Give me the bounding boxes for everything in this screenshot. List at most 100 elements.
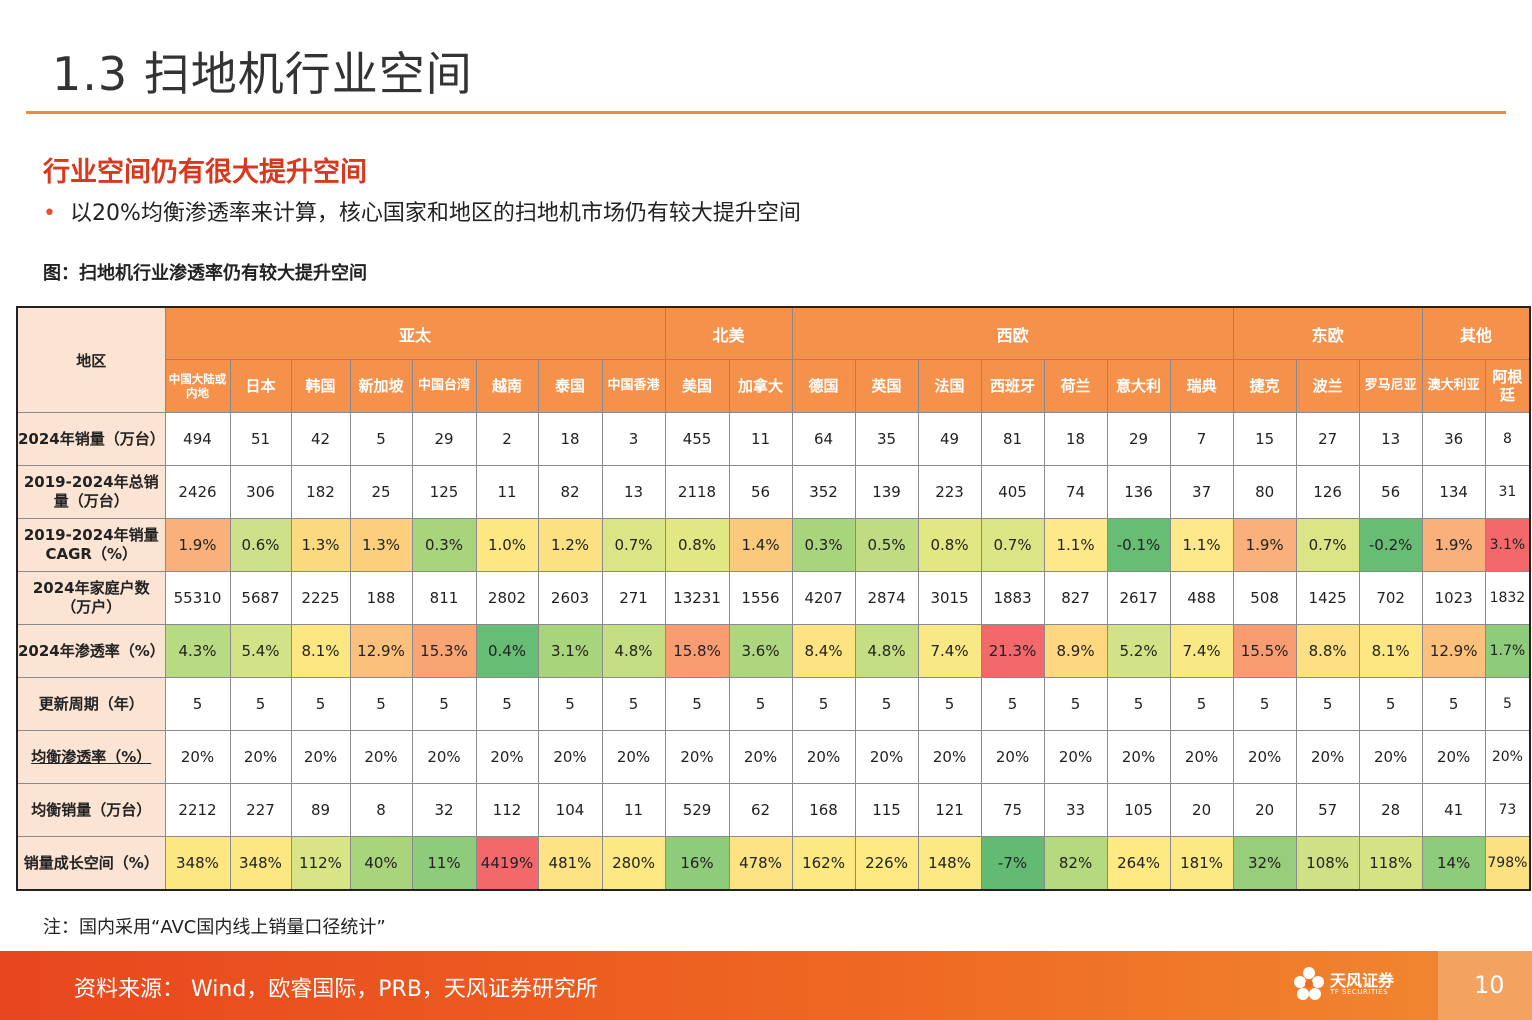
table-row: 更新周期（年） 5 5 5 5 5 5 5 5 5 5 5 5 5 5 5 5 5 5 5 5 5 5 [16, 677, 1531, 731]
table-cell: 1425 [1295, 571, 1360, 625]
table-cell: 405 [980, 465, 1045, 519]
section-subheading: 行业空间仍有很大提升空间 [43, 157, 367, 188]
table-cell: 20% [664, 730, 730, 784]
table-cell: 5 [1295, 677, 1360, 731]
table-cell: 5 [854, 677, 919, 731]
table-cell: 134 [1421, 465, 1486, 519]
table-cell: 5 [1421, 677, 1486, 731]
table-cell: 481% [537, 836, 603, 891]
row-label: 均衡销量（万台） [31, 800, 152, 819]
table-note: 注：国内采用“AVC国内线上销量口径统计” [43, 917, 386, 938]
table-cell: 2 [475, 412, 539, 466]
table-cell: 2225 [290, 571, 351, 625]
table-row: 2024年家庭户数（万户） 55310 5687 2225 188 811 2802 2603… [16, 571, 1531, 625]
table-cell: 0.3% [411, 518, 477, 572]
table-cell: 15.5% [1232, 624, 1297, 678]
table-cell: 3 [601, 412, 666, 466]
table-cell: 5 [980, 677, 1045, 731]
table-cell: 4.8% [854, 624, 919, 678]
table-cell: 20% [1358, 730, 1423, 784]
table-cell: 1.3% [349, 518, 413, 572]
table-cell: 13 [1358, 412, 1423, 466]
table-cell: 271 [601, 571, 666, 625]
table-cell: 1.1% [1043, 518, 1108, 572]
row-label: 2024年销量（万台） [18, 429, 165, 448]
table-cell: 8.8% [1295, 624, 1360, 678]
table-cell: 29 [411, 412, 477, 466]
table-cell: 5 [601, 677, 666, 731]
table-cell: 136 [1106, 465, 1171, 519]
table-cell: 1.1% [1169, 518, 1234, 572]
table-cell: 4.3% [164, 624, 231, 678]
table-cell: 80 [1232, 465, 1297, 519]
table-cell: 182 [290, 465, 351, 519]
country-header: 澳大利亚 [1421, 359, 1486, 413]
region-group-header: 北美 [664, 306, 793, 360]
table-cell: 162% [791, 836, 856, 891]
table-cell: 5 [1232, 677, 1297, 731]
page-number: 10 [1474, 971, 1505, 999]
table-cell: 827 [1043, 571, 1108, 625]
country-header: 英国 [854, 359, 919, 413]
table-cell: 112 [475, 783, 539, 837]
table-cell: 264% [1106, 836, 1171, 891]
table-cell: 8 [349, 783, 413, 837]
table-cell: 4207 [791, 571, 856, 625]
table-cell: 20% [411, 730, 477, 784]
table-cell: 35 [854, 412, 919, 466]
table-cell: 494 [164, 412, 231, 466]
source-text: 资料来源： Wind，欧睿国际，PRB，天风证券研究所 [74, 977, 598, 1002]
row-label: 均衡渗透率（%） [31, 747, 152, 766]
table-cell: 64 [791, 412, 856, 466]
bullet-text: 以20%均衡渗透率来计算，核心国家和地区的扫地机市场仍有较大提升空间 [69, 201, 801, 226]
table-cell: 126 [1295, 465, 1360, 519]
table-cell: 280% [601, 836, 666, 891]
page-number-box [1438, 951, 1532, 1020]
table-cell: 82 [537, 465, 603, 519]
table-cell: 2212 [164, 783, 231, 837]
penetration-table: 地区 亚太 北美 西欧 东欧 其他 中国大陆或内地 日本 韩国 新加坡 中国台湾 越南 泰国 中国香港 美国… [16, 306, 1532, 891]
table-cell: 352 [791, 465, 856, 519]
table-cell: 5 [1358, 677, 1423, 731]
table-cell: 18 [1043, 412, 1108, 466]
table-cell: 1.9% [1421, 518, 1486, 572]
table-cell: 188 [349, 571, 413, 625]
table-cell: 18 [537, 412, 603, 466]
table-cell: 5 [791, 677, 856, 731]
table-cell: 15 [1232, 412, 1297, 466]
table-cell: 3.1% [1484, 518, 1531, 572]
table-cell: 40% [349, 836, 413, 891]
table-cell: 125 [411, 465, 477, 519]
table-cell: 8 [1484, 412, 1531, 466]
region-group-header: 西欧 [791, 306, 1234, 360]
table-cell: 20% [229, 730, 292, 784]
table-cell: 49 [917, 412, 982, 466]
table-cell: 13 [601, 465, 666, 519]
table-cell: 55310 [164, 571, 231, 625]
table-cell: 529 [664, 783, 730, 837]
country-header: 捷克 [1232, 359, 1297, 413]
country-header: 加拿大 [728, 359, 793, 413]
table-cell: 42 [290, 412, 351, 466]
table-cell: 74 [1043, 465, 1108, 519]
table-cell: 5 [229, 677, 292, 731]
table-cell: -0.1% [1106, 518, 1171, 572]
country-header: 日本 [229, 359, 292, 413]
table-cell: 223 [917, 465, 982, 519]
row-header: 销量成长空间（%） [16, 836, 166, 891]
table-cell: 348% [229, 836, 292, 891]
table-cell: 226% [854, 836, 919, 891]
company-logo: 天风证券 TF SECURITIES [1292, 965, 1412, 1005]
table-cell: 112% [290, 836, 351, 891]
table-cell: 4419% [475, 836, 539, 891]
country-header: 荷兰 [1043, 359, 1108, 413]
table-cell: 11 [728, 412, 793, 466]
table-cell: 0.8% [664, 518, 730, 572]
table-cell: 5 [1106, 677, 1171, 731]
table-cell: 7 [1169, 412, 1234, 466]
table-cell: 33 [1043, 783, 1108, 837]
table-cell: 25 [349, 465, 413, 519]
table-cell: 20 [1232, 783, 1297, 837]
table-cell: 1.9% [1232, 518, 1297, 572]
table-cell: 3.6% [728, 624, 793, 678]
